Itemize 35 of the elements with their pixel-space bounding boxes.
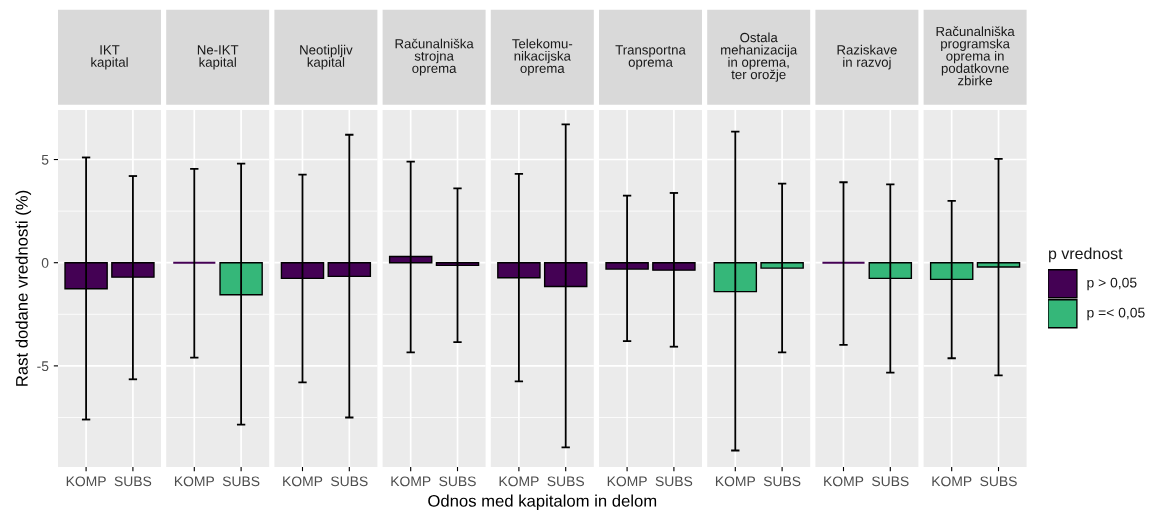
y-tick-label: 0 <box>41 258 49 268</box>
chart-title: Transportna oprema <box>615 45 686 70</box>
x-tick-label: KOMP <box>715 476 756 487</box>
x-tick-label: KOMP <box>499 476 539 487</box>
chart-title: Telekomu- nikacijska oprema <box>512 38 573 76</box>
x-tick-label: KOMP <box>283 476 323 487</box>
x-tick-label: KOMP <box>824 476 864 487</box>
x-tick-label: SUBS <box>331 476 368 487</box>
x-tick-label: KOMP <box>66 476 106 487</box>
chart-title: Ne-IKT kapital <box>197 45 239 70</box>
category-label: p > 0,05 <box>1087 277 1137 291</box>
x-tick-label: SUBS <box>439 476 476 487</box>
chart-title: Neotipljiv kapital <box>300 44 353 70</box>
chart-title: Računalniška strojna oprema <box>395 38 474 76</box>
legend-title: p vrednost <box>1049 247 1123 263</box>
chart-title: Računalniška programska oprema in podatkovne zbirke <box>936 26 1015 86</box>
x-tick-label: SUBS <box>763 476 801 487</box>
x-tick-label: SUBS <box>547 476 584 487</box>
category-label: p =< 0,05 <box>1087 307 1145 321</box>
x-axis-title: Odnos med kapitalom in delom <box>428 494 657 511</box>
y-tick-label: 5 <box>41 155 49 165</box>
x-tick-label: KOMP <box>607 476 647 487</box>
x-tick-label: KOMP <box>391 476 431 487</box>
chart-title: Ostala mehanizacija in oprema, ter orožje <box>721 32 798 82</box>
x-tick-label: SUBS <box>222 476 260 487</box>
x-tick-label: KOMP <box>932 476 972 487</box>
x-tick-label: SUBS <box>980 476 1017 487</box>
y-axis-title: Rast dodane vrednosti (%) <box>15 190 32 386</box>
x-tick-label: SUBS <box>114 476 152 487</box>
x-tick-label: KOMP <box>174 476 215 487</box>
chart-title: Raziskave in razvoj <box>837 44 897 70</box>
chart-title: IKT kapital <box>91 45 128 70</box>
x-tick-label: SUBS <box>655 476 693 487</box>
x-tick-label: SUBS <box>872 476 909 487</box>
y-tick-label: -5 <box>37 361 49 372</box>
